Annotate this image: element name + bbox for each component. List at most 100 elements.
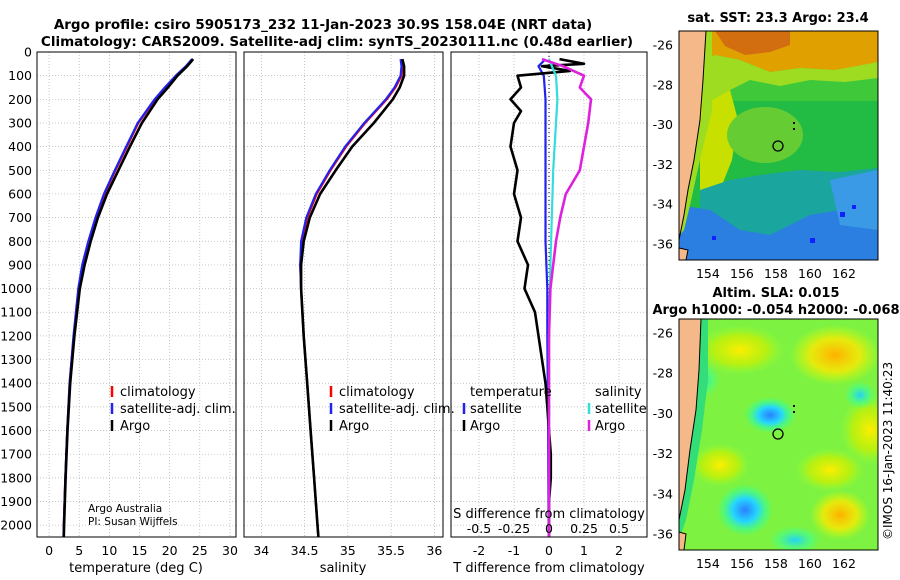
legend-climatology-label: climatology bbox=[120, 385, 196, 400]
sla-land bbox=[679, 319, 702, 521]
x-tick-label: 1 bbox=[580, 543, 588, 558]
legend-argo-label: Argo bbox=[339, 419, 369, 434]
sla-map: Altim. SLA: 0.015 Argo h1000: -0.054 h20… bbox=[652, 286, 899, 571]
sst-land bbox=[679, 31, 707, 241]
s-tick-label: 0 bbox=[545, 521, 553, 536]
legend-sal-satellite-label: satellite bbox=[595, 402, 647, 417]
map-y-tick-label: -30 bbox=[653, 406, 673, 421]
temperature-panel: 0100200300400500600700800900100011001200… bbox=[0, 45, 238, 577]
sla-speck bbox=[793, 405, 795, 407]
sst-warm-core-hot bbox=[715, 31, 790, 55]
temperature-axes-box bbox=[36, 51, 237, 538]
credit-line-2: PI: Susan Wijffels bbox=[88, 516, 178, 528]
legend-temperature-title: temperature bbox=[470, 385, 552, 400]
difference-top-xlabel: S difference from climatology bbox=[453, 507, 645, 522]
sst-speck bbox=[852, 205, 856, 209]
y-tick-label: 200 bbox=[8, 92, 32, 107]
difference-axes-box bbox=[450, 51, 648, 538]
sla-blob-yellow bbox=[795, 448, 865, 492]
x-tick-label: 10 bbox=[101, 543, 117, 558]
series-line-satellite-adj-clim- bbox=[62, 58, 193, 538]
y-tick-label: 300 bbox=[8, 115, 32, 130]
map-y-tick-label: -26 bbox=[653, 37, 673, 52]
map-x-tick-label: 158 bbox=[764, 556, 788, 571]
map-x-tick-label: 160 bbox=[798, 266, 822, 281]
sst-map: sat. SST: 23.3 Argo: 23.4 154 156 158 160 16… bbox=[653, 11, 879, 281]
y-tick-label: 1300 bbox=[0, 352, 32, 367]
series-line-argo bbox=[299, 58, 406, 538]
sla-blob-cyan bbox=[717, 484, 773, 536]
sla-blob-orange bbox=[810, 490, 870, 540]
y-tick-label: 800 bbox=[8, 234, 32, 249]
difference-xlabel: T difference from climatology bbox=[452, 561, 645, 576]
sla-speck bbox=[793, 411, 795, 413]
y-tick-label: 1700 bbox=[0, 447, 32, 462]
x-tick-label: -2 bbox=[473, 543, 485, 558]
temperature-xlabel: temperature (deg C) bbox=[69, 561, 203, 576]
timestamp: ©IMOS 16-Jan-2023 11:40:23 bbox=[881, 362, 895, 540]
map-y-tick-label: -32 bbox=[653, 157, 673, 172]
map-x-tick-label: 156 bbox=[730, 556, 754, 571]
x-tick-label: 5 bbox=[75, 543, 83, 558]
salinity-xlabel: salinity bbox=[320, 561, 367, 576]
temperature-legend: climatology satellite-adj. clim. Argo bbox=[110, 385, 236, 434]
map-y-tick-label: -36 bbox=[653, 526, 673, 541]
sla-blob-cyan bbox=[744, 397, 796, 433]
credit-line-1: Argo Australia bbox=[88, 503, 162, 515]
y-tick-label: 900 bbox=[8, 257, 32, 272]
map-y-tick-label: -36 bbox=[653, 237, 673, 252]
sla-land-south bbox=[679, 531, 687, 550]
x-tick-label: 34.5 bbox=[291, 543, 319, 558]
y-tick-label: 1400 bbox=[0, 376, 32, 391]
y-tick-label: 1000 bbox=[0, 281, 32, 296]
map-x-tick-label: 162 bbox=[832, 556, 856, 571]
sst-profile-marker bbox=[772, 140, 784, 152]
x-tick-label: 15 bbox=[132, 543, 148, 558]
sst-speck bbox=[793, 128, 795, 130]
map-x-tick-label: 158 bbox=[764, 266, 788, 281]
y-tick-label: 1800 bbox=[0, 470, 32, 485]
map-x-tick-label: 154 bbox=[696, 266, 720, 281]
series-line-climatology bbox=[62, 58, 194, 538]
sla-map-frame bbox=[678, 318, 879, 551]
s-tick-label: 0.5 bbox=[609, 521, 629, 536]
legend-satellite-label: satellite-adj. clim. bbox=[120, 402, 236, 417]
y-tick-label: 2000 bbox=[0, 518, 32, 533]
sla-map-title-2: Argo h1000: -0.054 h2000: -0.068 bbox=[652, 303, 899, 318]
y-tick-label: 700 bbox=[8, 210, 32, 225]
legend-argo-label: Argo bbox=[120, 419, 150, 434]
sst-speck bbox=[810, 238, 815, 243]
x-tick-label: 34 bbox=[253, 543, 269, 558]
map-x-tick-label: 154 bbox=[696, 556, 720, 571]
x-tick-label: 25 bbox=[192, 543, 208, 558]
x-tick-label: 20 bbox=[162, 543, 178, 558]
map-x-tick-label: 160 bbox=[798, 556, 822, 571]
map-y-tick-label: -26 bbox=[653, 326, 673, 341]
y-tick-label: 0 bbox=[24, 45, 32, 60]
y-tick-label: 1900 bbox=[0, 494, 32, 509]
y-tick-label: 1500 bbox=[0, 399, 32, 414]
y-tick-label: 100 bbox=[8, 68, 32, 83]
legend-sal-argo-label: Argo bbox=[595, 419, 625, 434]
y-tick-label: 1100 bbox=[0, 305, 32, 320]
series-line-satellite-adj-clim- bbox=[299, 58, 403, 538]
sst-map-title: sat. SST: 23.3 Argo: 23.4 bbox=[687, 11, 868, 26]
x-tick-label: 36 bbox=[426, 543, 442, 558]
sst-speck bbox=[793, 122, 795, 124]
x-tick-label: 0 bbox=[545, 543, 553, 558]
map-y-tick-label: -30 bbox=[653, 117, 673, 132]
series-line-temperature-satellite bbox=[537, 58, 551, 538]
x-tick-label: -1 bbox=[508, 543, 520, 558]
series-line-argo bbox=[62, 58, 195, 538]
salinity-axes-box bbox=[243, 51, 444, 538]
sst-map-frame bbox=[678, 30, 879, 261]
sst-yellow-front bbox=[700, 55, 878, 100]
y-tick-label: 1200 bbox=[0, 328, 32, 343]
sst-land-south bbox=[679, 247, 689, 260]
sst-cool-south bbox=[679, 205, 878, 260]
salinity-legend: climatology satellite-adj. clim. Argo bbox=[329, 385, 455, 434]
s-tick-label: -0.25 bbox=[498, 521, 530, 536]
y-tick-label: 400 bbox=[8, 139, 32, 154]
sla-blob-yellow bbox=[690, 443, 750, 487]
legend-salinity-title: salinity bbox=[595, 385, 642, 400]
